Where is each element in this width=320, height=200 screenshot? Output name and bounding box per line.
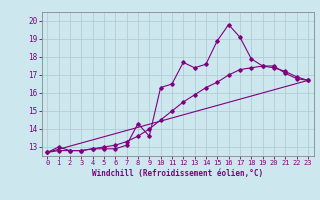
X-axis label: Windchill (Refroidissement éolien,°C): Windchill (Refroidissement éolien,°C) [92, 169, 263, 178]
